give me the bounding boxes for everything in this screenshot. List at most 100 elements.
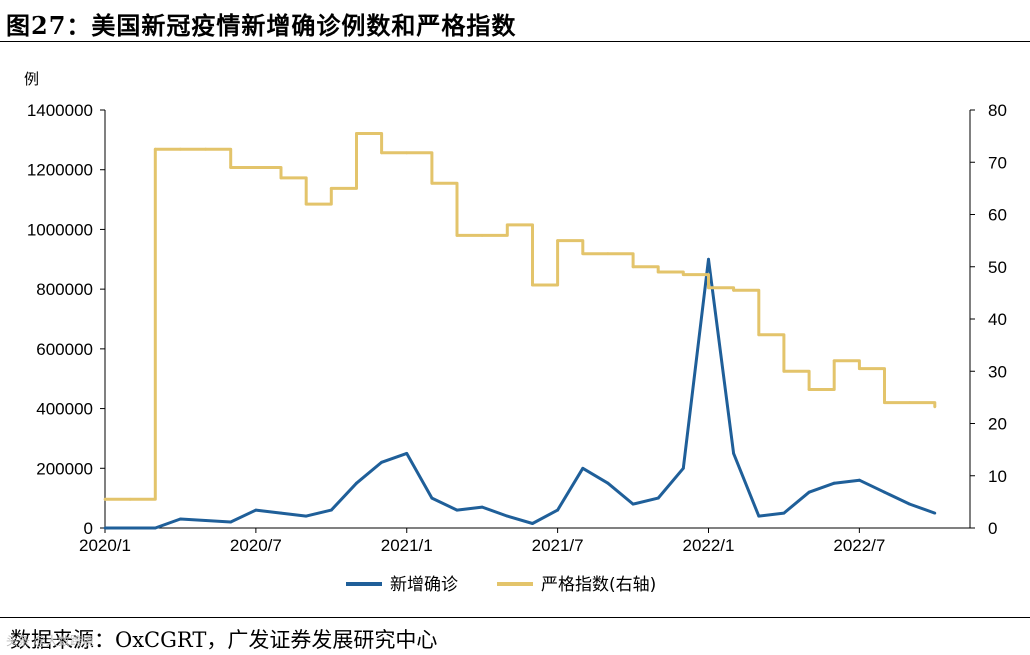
chart: 0 200000 400000 600000 800000 1000000 1200000 1… (24, 70, 1007, 595)
data-point-cases (229, 520, 233, 524)
data-point-stringency (933, 405, 937, 409)
legend: 新增确诊 严格指数(右轴) (346, 575, 656, 595)
data-point-cases (505, 514, 509, 518)
data-point-stringency (707, 286, 710, 290)
data-point-stringency (631, 265, 635, 269)
data-point-stringency (279, 176, 283, 180)
y-tick-left-label: 1200000 (27, 161, 93, 180)
bottom-divider (0, 617, 1030, 618)
x-tick-label: 2021/1 (381, 536, 433, 555)
data-point-cases (631, 502, 635, 506)
data-point-cases (832, 481, 836, 485)
data-point-stringency (455, 234, 459, 237)
left-axis-unit: 例 (24, 70, 39, 88)
data-point-stringency (883, 401, 886, 404)
data-point-stringency (858, 367, 861, 370)
data-point-stringency (304, 202, 308, 206)
x-tick-label: 2020/7 (230, 536, 282, 555)
data-point-stringency (606, 252, 610, 256)
data-point-stringency (782, 369, 786, 373)
data-point-stringency (103, 497, 107, 501)
y-tick-left-label: 800000 (36, 280, 93, 299)
data-point-cases (204, 519, 208, 522)
data-point-stringency (581, 252, 585, 256)
data-point-cases (355, 481, 358, 485)
legend-label-cases: 新增确诊 (390, 575, 458, 595)
y-tick-right-label: 50 (988, 258, 1007, 277)
data-point-cases (153, 526, 157, 530)
data-point-stringency (405, 151, 409, 155)
data-point-cases (681, 466, 685, 470)
data-point-stringency (153, 147, 157, 151)
data-point-stringency (505, 223, 509, 227)
data-point-cases (254, 508, 258, 512)
series-line-cases (105, 257, 936, 530)
y-tick-right-label: 30 (988, 362, 1007, 381)
y-tick-right-label: 40 (988, 310, 1007, 329)
data-point-cases (757, 514, 761, 518)
y-tick-left-label: 400000 (36, 400, 93, 419)
data-point-cases (480, 505, 484, 509)
y-tick-left-label: 200000 (36, 459, 93, 478)
data-point-cases (732, 452, 735, 455)
x-tick-label: 2022/1 (682, 536, 734, 555)
data-point-stringency (832, 359, 836, 363)
data-point-cases (179, 517, 182, 521)
x-tick-label: 2020/1 (79, 536, 131, 555)
y-tick-right-label: 10 (988, 467, 1007, 486)
data-point-cases (380, 460, 383, 464)
data-point-cases (656, 496, 660, 500)
data-point-cases (304, 514, 308, 518)
data-point-cases (430, 496, 434, 500)
y-tick-left-label: 0 (84, 519, 93, 538)
y-tick-left-label: 1000000 (27, 220, 93, 239)
x-tick-label: 2022/7 (833, 536, 885, 555)
data-point-stringency (355, 132, 358, 135)
data-point-stringency (480, 234, 484, 237)
x-tick-label: 2021/7 (532, 536, 584, 555)
data-point-stringency (430, 181, 434, 185)
data-point-cases (933, 511, 937, 515)
data-point-cases (782, 511, 786, 515)
y-tick-right-label: 0 (988, 519, 997, 538)
data-point-stringency (656, 270, 660, 274)
data-point-cases (329, 508, 333, 512)
data-point-cases (606, 481, 610, 485)
y-tick-left-label: 600000 (36, 340, 93, 359)
chart-title: 图27：美国新冠疫情新增确诊例数和严格指数 (6, 11, 517, 40)
data-point-stringency (179, 147, 182, 151)
data-point-cases (581, 466, 585, 470)
data-point-stringency (204, 147, 208, 151)
top-divider (0, 41, 1030, 42)
data-point-cases (707, 257, 710, 261)
data-point-cases (405, 452, 409, 455)
data-point-stringency (556, 239, 559, 243)
y-tick-right-label: 80 (988, 101, 1007, 120)
source-note: 数据来源：OxCGRT，广发证券发展研究中心 (10, 628, 438, 652)
watermark: 头条 @大数跨境 (6, 634, 94, 648)
data-point-cases (858, 478, 861, 482)
y-tick-right-label: 20 (988, 415, 1007, 434)
series-layer (103, 132, 937, 530)
data-point-stringency (380, 151, 383, 155)
data-point-cases (556, 508, 559, 512)
data-point-stringency (229, 166, 233, 169)
data-point-cases (103, 526, 107, 530)
data-point-cases (531, 522, 534, 525)
y-tick-right-label: 60 (988, 206, 1007, 225)
data-point-stringency (757, 333, 761, 337)
data-point-stringency (807, 388, 811, 391)
title-bar: 图27：美国新冠疫情新增确诊例数和严格指数 (0, 0, 1030, 42)
data-point-stringency (732, 288, 735, 292)
data-point-cases (807, 490, 811, 494)
data-point-stringency (128, 497, 132, 501)
data-point-stringency (531, 283, 534, 287)
axes: 0 200000 400000 600000 800000 1000000 1200000 1… (24, 70, 1007, 555)
data-point-cases (883, 490, 886, 494)
data-point-stringency (329, 187, 333, 190)
y-tick-left-label: 1400000 (27, 101, 93, 120)
legend-label-stringency: 严格指数(右轴) (541, 575, 656, 595)
series-line-stringency (105, 132, 937, 501)
data-point-stringency (908, 401, 912, 404)
data-point-stringency (681, 273, 685, 276)
